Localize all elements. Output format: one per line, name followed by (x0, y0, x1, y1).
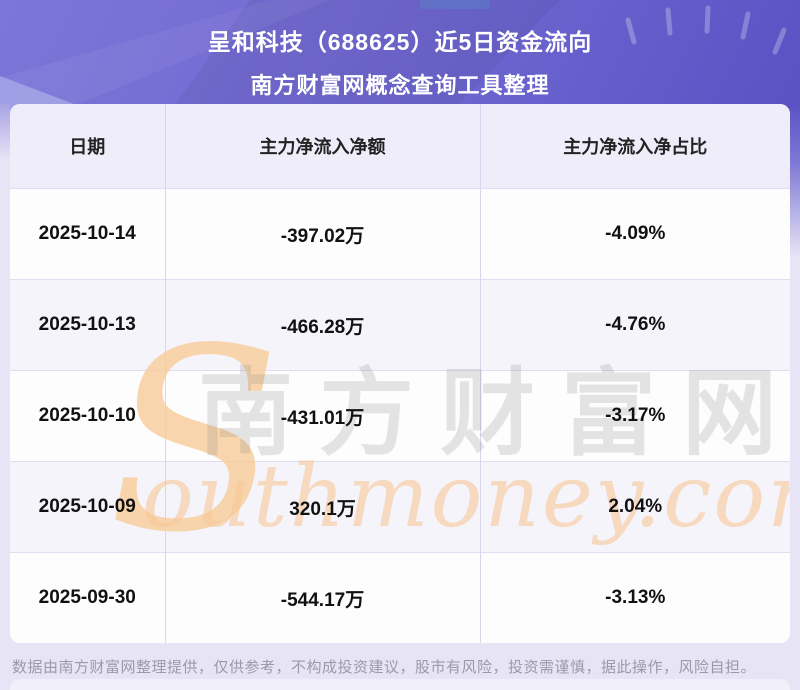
cell-net-ratio: -3.17% (479, 370, 790, 462)
table-row: 2025-10-10 -431.01万 -3.17% (10, 370, 790, 462)
fund-flow-table-card: S 南方财富网 outhmoney.com 日期 主力净流入净额 主力净流入净占… (10, 104, 790, 643)
light-corner-triangle (0, 76, 95, 112)
cell-text-net-ratio: -4.76% (605, 314, 666, 335)
cell-text-net-inflow: -466.28万 (280, 316, 365, 338)
column-header-net-ratio: 主力净流入净占比 (479, 104, 790, 189)
cell-text-net-ratio: 2.04% (608, 496, 663, 517)
cell-date: 2025-10-09 (10, 461, 165, 553)
table-row: 2025-10-09 320.1万 2.04% (10, 461, 790, 553)
table-body: 2025-10-14 -397.02万 -4.09% 2025-10-13 -466.2… (10, 188, 790, 643)
table-row: 2025-10-14 -397.02万 -4.09% (10, 188, 790, 280)
cell-text-net-inflow: 320.1万 (289, 498, 356, 520)
dark-polygon-decoration (170, 0, 560, 112)
disclaimer-text: 数据由南方财富网整理提供，仅供参考，不构成投资建议，股市有风险，投资需谨慎，据此… (12, 659, 757, 676)
banner-edge-bleed-right (790, 104, 800, 274)
banner: F 呈和科技（688625）近5日资金流向 南方财富网概念查询工具整理 (0, 0, 800, 112)
cell-net-ratio: -4.09% (479, 188, 790, 280)
fuel-gauge-icon: F (625, 5, 787, 55)
cell-net-inflow: -431.01万 (164, 370, 480, 462)
cell-text-net-inflow: -397.02万 (280, 225, 365, 247)
cell-text-date: 2025-10-13 (38, 314, 136, 335)
cell-net-inflow: 320.1万 (164, 461, 480, 553)
cell-date: 2025-09-30 (10, 552, 165, 643)
fund-flow-table: 日期 主力净流入净额 主力净流入净占比 2025-10-14 -397.02万 -4… (10, 104, 790, 643)
cell-net-ratio: -3.13% (479, 552, 790, 643)
page-subtitle: 南方财富网概念查询工具整理 (250, 73, 550, 98)
cell-date: 2025-10-10 (10, 370, 165, 462)
next-section-top-edge (10, 679, 790, 690)
cell-net-ratio: 2.04% (479, 461, 790, 553)
cell-text-date: 2025-10-09 (38, 496, 136, 517)
cell-date: 2025-10-14 (10, 188, 165, 280)
cell-text-net-ratio: -4.09% (605, 223, 666, 244)
table-row: 2025-09-30 -544.17万 -3.13% (10, 552, 790, 643)
diagonal-band-decoration (0, 0, 330, 112)
page-title: 呈和科技（688625）近5日资金流向 (207, 29, 593, 55)
cell-text-date: 2025-10-10 (38, 405, 136, 426)
cell-text-net-inflow: -544.17万 (280, 589, 365, 611)
cell-net-inflow: -397.02万 (164, 188, 480, 280)
banner-edge-bleed-left (0, 104, 10, 174)
banner-titles: 呈和科技（688625）近5日资金流向 南方财富网概念查询工具整理 (0, 0, 800, 100)
header-row: 日期 主力净流入净额 主力净流入净占比 (10, 104, 790, 189)
table-header: 日期 主力净流入净额 主力净流入净占比 (10, 104, 790, 189)
column-header-date: 日期 (10, 104, 165, 189)
cell-text-net-ratio: -3.17% (605, 405, 666, 426)
cell-text-date: 2025-10-14 (38, 223, 136, 244)
cell-net-inflow: -466.28万 (164, 279, 480, 371)
column-header-net-inflow: 主力净流入净额 (164, 104, 480, 189)
cell-date: 2025-10-13 (10, 279, 165, 371)
cell-text-date: 2025-09-30 (38, 587, 136, 608)
cell-text-net-ratio: -3.13% (605, 587, 666, 608)
banner-background-decoration: F (0, 0, 787, 112)
table-row: 2025-10-13 -466.28万 -4.76% (10, 279, 790, 371)
cell-text-net-inflow: -431.01万 (280, 407, 365, 429)
cell-net-inflow: -544.17万 (164, 552, 480, 643)
cell-net-ratio: -4.76% (479, 279, 790, 371)
teal-accent-decoration (420, 0, 490, 9)
